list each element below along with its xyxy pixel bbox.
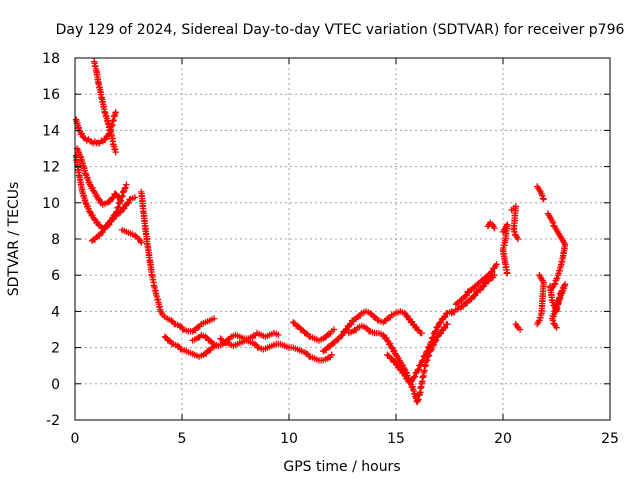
series-arc-j: [217, 335, 335, 364]
data-points: [72, 58, 569, 406]
y-tick-label: 10: [42, 196, 60, 212]
series-arc-h: [161, 333, 220, 360]
y-tick-label: -2: [46, 413, 60, 429]
y-tick-label: 2: [51, 341, 60, 357]
series-arc-o: [452, 261, 500, 308]
x-axis-title: GPS time / hours: [283, 459, 400, 475]
series-arc-u: [544, 210, 569, 331]
series-arc-s: [508, 203, 524, 333]
series-arc-f: [118, 226, 145, 246]
y-tick-label: 0: [51, 377, 60, 393]
y-tick-label: 18: [42, 51, 60, 67]
y-tick-label: 8: [51, 232, 60, 248]
y-axis-title: SDTVAR / TECUs: [6, 182, 22, 297]
y-tick-label: 12: [42, 160, 60, 176]
grid-lines: [75, 58, 610, 420]
series-arc-r: [499, 221, 511, 277]
series-arc-g: [138, 188, 218, 335]
x-tick-label: 25: [601, 431, 619, 447]
x-tick-label: 10: [280, 431, 298, 447]
y-tick-label: 6: [51, 268, 60, 284]
x-tick-label: 15: [387, 431, 405, 447]
y-tick-label: 16: [42, 87, 60, 103]
series-arc-t: [534, 183, 547, 328]
x-tick-label: 5: [178, 431, 187, 447]
series-arc-c: [73, 145, 124, 208]
axis-ticks: 0 5 10 15 20 25 -2 0 2 4 6 8 10 12 14 16 18: [42, 51, 619, 447]
series-arc-n: [384, 308, 455, 386]
series-arc-l: [320, 308, 425, 355]
chart-title: Day 129 of 2024, Sidereal Day-to-day VTE…: [56, 22, 625, 38]
y-tick-label: 4: [51, 304, 60, 320]
series-arc-q: [484, 219, 498, 232]
y-tick-label: 14: [42, 123, 60, 139]
series-arc-k: [290, 319, 338, 344]
x-tick-label: 20: [494, 431, 512, 447]
series-arc-e: [88, 194, 139, 244]
series-arc-p: [448, 272, 498, 317]
x-tick-label: 0: [71, 431, 80, 447]
series-arc-b: [91, 58, 119, 156]
